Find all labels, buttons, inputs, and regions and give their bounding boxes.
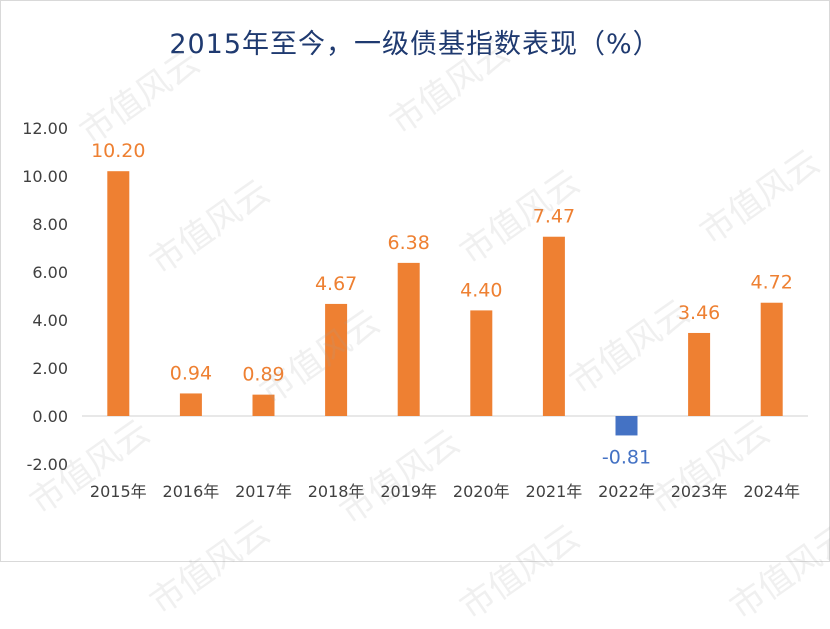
- x-tick-label: 2019年: [380, 482, 437, 501]
- data-label: 4.40: [460, 279, 502, 301]
- x-tick-label: 2023年: [671, 482, 728, 501]
- data-label: 0.89: [242, 364, 284, 386]
- bar: [688, 332, 711, 416]
- data-label: 4.67: [315, 273, 357, 295]
- x-tick-label: 2021年: [526, 482, 583, 501]
- x-tick-label: 2020年: [453, 482, 510, 501]
- y-tick-label: 12.00: [22, 119, 68, 138]
- data-label: 6.38: [388, 232, 430, 254]
- bar: [107, 171, 130, 416]
- bar: [397, 262, 420, 416]
- chart-title: 2015年至今，一级债基指数表现（%）: [169, 29, 661, 60]
- bar-chart: 12.00 10.00 8.00 6.00 4.00 2.00 0.00 -2.00 10.20…: [22, 119, 808, 501]
- x-tick-label: 2016年: [163, 482, 220, 501]
- y-tick-label: -2.00: [27, 455, 68, 474]
- bar: [252, 394, 275, 416]
- data-label: 10.20: [91, 140, 145, 162]
- data-label: -0.81: [602, 446, 651, 468]
- bar: [325, 303, 348, 416]
- x-tick-label: 2024年: [743, 482, 800, 501]
- bar: [615, 416, 638, 436]
- data-label: 3.46: [678, 302, 720, 324]
- x-tick-label: 2017年: [235, 482, 292, 501]
- x-tick-label: 2018年: [308, 482, 365, 501]
- y-tick-label: 0.00: [32, 407, 68, 426]
- bar: [542, 236, 565, 416]
- bar: [470, 310, 493, 416]
- y-tick-label: 6.00: [32, 263, 68, 282]
- data-label: 7.47: [533, 206, 575, 228]
- data-label: 4.72: [751, 272, 793, 294]
- bar: [760, 302, 783, 416]
- data-label: 0.94: [170, 362, 212, 384]
- y-tick-label: 8.00: [32, 215, 68, 234]
- y-tick-label: 2.00: [32, 359, 68, 378]
- bar: [179, 393, 202, 416]
- y-tick-label: 10.00: [22, 167, 68, 186]
- x-tick-label: 2022年: [598, 482, 655, 501]
- y-tick-label: 4.00: [32, 311, 68, 330]
- x-tick-label: 2015年: [90, 482, 147, 501]
